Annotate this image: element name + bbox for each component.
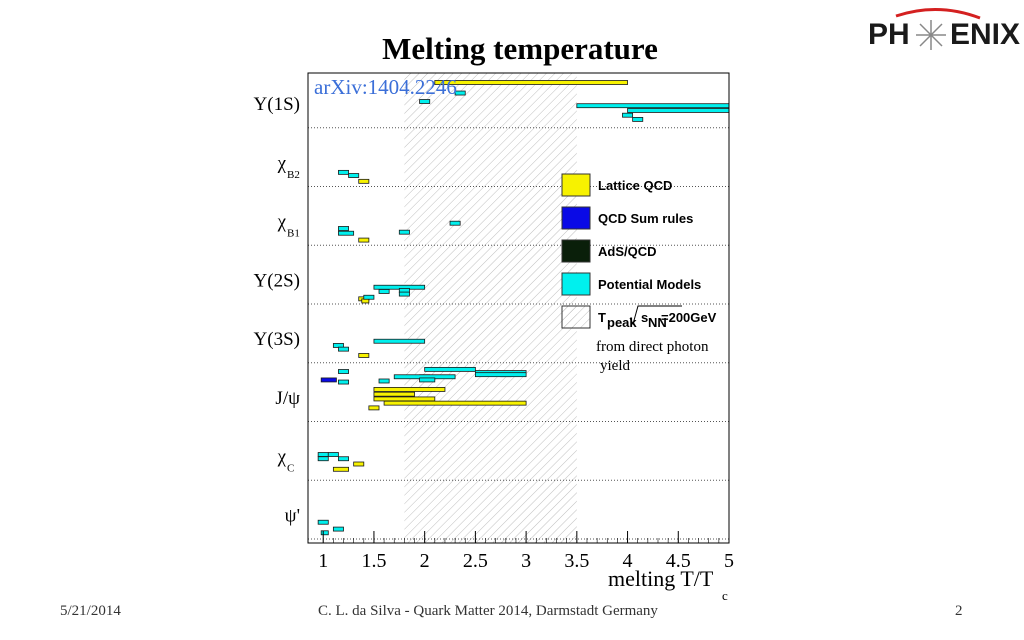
bar-potential-models: [338, 230, 355, 236]
category-label: Υ(1S): [254, 94, 300, 115]
legend-label-tail: =200GeV: [661, 310, 717, 325]
legend-label: AdS/QCD: [598, 244, 657, 259]
bar-potential-models: [373, 338, 426, 344]
bar-potential-models: [317, 519, 329, 525]
bar-potential-models: [398, 229, 410, 235]
bar-potential-models: [378, 378, 390, 384]
sqrt-sign: [629, 305, 682, 326]
logo-text-right: ENIX: [950, 18, 1021, 51]
x-tick-label: 2: [420, 550, 430, 572]
category-label: χ: [277, 212, 287, 233]
bar-potential-models: [338, 369, 349, 374]
bar-potential-models: [363, 294, 375, 300]
bar-lattice-qcd: [373, 396, 436, 402]
legend-swatch: [561, 272, 591, 296]
bar-lattice-qcd: [358, 178, 370, 184]
legend-label-sub2: NN: [648, 315, 667, 330]
bar-potential-models: [317, 456, 329, 462]
star-burst-icon: [916, 20, 946, 50]
bar-lattice-qcd: [373, 387, 446, 392]
legend-swatch: [561, 173, 591, 197]
x-axis-label: melting T/T: [608, 566, 714, 591]
legend-label: Lattice QCD: [598, 178, 672, 193]
footer-date: 5/21/2014: [60, 603, 121, 619]
bar-potential-models: [449, 220, 461, 226]
band-note-line2: yield: [600, 358, 630, 374]
bar-potential-models: [378, 289, 390, 294]
legend-label-t: T: [598, 310, 606, 325]
bar-potential-models: [338, 226, 349, 231]
legend-swatch: [561, 305, 591, 329]
reference-label: arXiv:1404.2246: [314, 75, 457, 99]
bar-potential-models: [419, 377, 436, 383]
category-label: Υ(3S): [254, 329, 300, 350]
category-sublabel: B1: [287, 228, 300, 240]
category-sublabel: C: [287, 463, 294, 475]
bar-lattice-qcd: [353, 461, 365, 467]
bar-potential-models: [576, 103, 730, 109]
logo-text-left: PH: [868, 18, 910, 51]
bar-potential-models: [632, 117, 644, 122]
category-label: ψ': [285, 505, 300, 526]
bar-potential-models: [398, 291, 410, 297]
legend-swatch: [561, 239, 591, 263]
x-tick-label: 5: [724, 550, 734, 572]
bar-potential-models: [622, 112, 634, 118]
plot-frame: [307, 72, 730, 544]
bar-potential-models: [348, 173, 360, 178]
bar-potential-models: [338, 169, 349, 175]
x-tick-label: 3.5: [564, 550, 589, 572]
phenix-logo: PH ENIX: [868, 4, 1024, 54]
category-sublabel: B2: [287, 169, 300, 181]
bar-lattice-qcd: [358, 237, 370, 243]
legend-label: QCD Sum rules: [598, 211, 693, 226]
legend-swatch: [561, 206, 591, 230]
hatched-band: [404, 73, 577, 543]
category-label: χ: [277, 447, 287, 468]
bar-lattice-qcd: [373, 391, 415, 397]
legend-label-sub: peak: [607, 315, 637, 330]
bar-qcd-sum-rules: [320, 377, 337, 383]
phenix-logo-swoosh: [895, 8, 981, 20]
bar-potential-models: [424, 366, 476, 372]
bar-potential-models: [327, 452, 339, 457]
bar-potential-models: [474, 372, 527, 378]
x-axis-label-sub: c: [722, 588, 728, 603]
bar-potential-models: [317, 452, 329, 457]
category-label: χ: [277, 153, 287, 174]
band-note-line1: from direct photon: [596, 339, 709, 355]
category-label: J/ψ: [275, 388, 300, 409]
x-tick-label: 3: [521, 550, 531, 572]
x-tick-label: 1.5: [361, 550, 386, 572]
bar-lattice-qcd: [332, 466, 349, 472]
bar-lattice-qcd: [383, 400, 527, 406]
bar-potential-models: [419, 99, 431, 104]
bar-lattice-qcd: [434, 80, 628, 85]
x-tick-label: 4.5: [666, 550, 691, 572]
bar-potential-models: [454, 90, 466, 96]
legend-label-s: s: [641, 310, 648, 325]
x-tick-label: 1: [318, 550, 328, 572]
x-tick-label: 4: [623, 550, 633, 572]
slide-title: Melting temperature: [382, 31, 658, 66]
page-number: 2: [955, 603, 963, 619]
bar-potential-models: [338, 379, 349, 385]
bar-lattice-qcd: [368, 405, 380, 411]
category-label: Υ(2S): [254, 270, 300, 291]
bar-potential-models: [338, 346, 349, 352]
bar-lattice-qcd: [358, 353, 370, 358]
x-tick-label: 2.5: [463, 550, 488, 572]
legend-label: Potential Models: [598, 277, 701, 292]
footer-center: C. L. da Silva - Quark Matter 2014, Darm…: [318, 603, 658, 619]
bar-potential-models: [338, 456, 349, 462]
bar-potential-models: [320, 530, 329, 536]
bar-potential-models: [627, 108, 730, 113]
bar-potential-models: [332, 526, 344, 532]
